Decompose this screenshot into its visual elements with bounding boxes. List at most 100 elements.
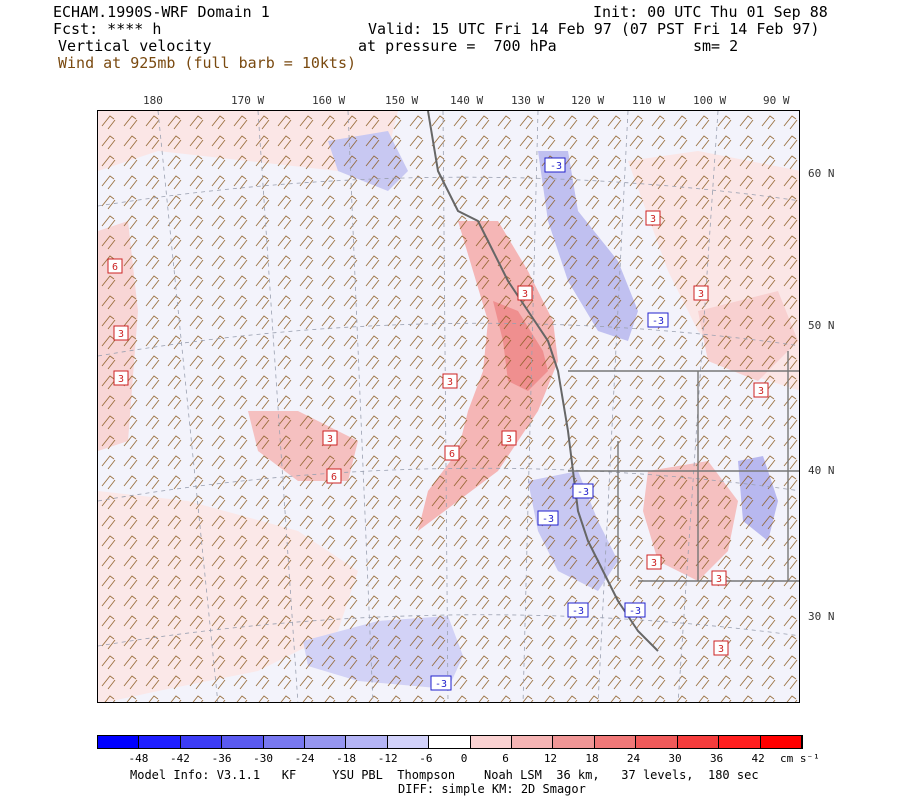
valid-time: Valid: 15 UTC Fri 14 Feb 97 (07 PST Fri … [368,20,820,38]
model-title: ECHAM.1990S-WRF Domain 1 [53,3,270,21]
lon-label: 180 [143,94,163,107]
contour-label: 3 [517,285,533,301]
colorbar-swatch [719,736,761,748]
colorbar-labels: -48 -42 -36 -30 -24 -18 -12 -6 0 6 12 18 24 30 36 42 [97,752,803,766]
lon-label: 170 W [231,94,265,107]
coastline [427,111,659,652]
svg-text:3: 3 [118,374,124,385]
svg-text:3: 3 [651,558,657,569]
lon-label: 120 W [571,94,605,107]
init-time: Init: 00 UTC Thu 01 Sep 88 [593,3,828,21]
contour-label: 3 [322,430,338,446]
colorbar-tick-label: 6 [502,752,509,765]
contour-label: 3 [753,382,769,398]
contour-label: -3 [544,157,566,173]
colorbar-units: cm s⁻¹ [780,752,820,765]
lon-label: 140 W [450,94,484,107]
svg-text:6: 6 [449,449,455,460]
lon-label: 130 W [511,94,545,107]
svg-text:3: 3 [698,289,704,300]
colorbar-tick-label: -48 [128,752,149,765]
svg-text:6: 6 [112,262,118,273]
lon-label: 100 W [693,94,727,107]
svg-text:3: 3 [650,214,656,225]
lat-label: 60 N [808,167,835,180]
lat-label: 50 N [808,319,835,332]
pressure-level: at pressure = 700 hPa [358,37,557,55]
colorbar-tick-label: 42 [751,752,765,765]
colorbar-swatch [677,736,720,748]
colorbar-tick-label: -30 [253,752,273,765]
svg-text:-3: -3 [550,161,562,172]
colorbar-swatch [636,736,678,748]
colorbar-swatch [512,736,554,748]
colorbar-swatch [222,736,264,748]
contour-label: -3 [624,602,646,618]
contour-label: -3 [572,483,594,499]
svg-text:-3: -3 [629,606,641,617]
svg-text:-3: -3 [435,679,447,690]
colorbar-swatch [594,736,637,748]
svg-text:-3: -3 [572,606,584,617]
colorbar-tick-label: 0 [460,752,468,765]
svg-text:3: 3 [758,386,764,397]
colorbar-swatch [305,736,347,748]
lon-label: 150 W [385,94,419,107]
contour-label: -3 [537,510,559,526]
contour-label: 6 [444,445,460,461]
wind-barbs [98,111,799,702]
lon-label: 90 W [763,94,790,107]
contour-label: 3 [646,554,662,570]
colorbar-tick-label: 36 [709,752,724,765]
colorbar-tick-label: -24 [294,752,315,765]
colorbar-tick-label: -42 [170,752,190,765]
state-borders [568,351,799,582]
contour-label: 3 [501,430,517,446]
svg-text:6: 6 [331,472,337,483]
contour-label: 6 [326,468,342,484]
smoothing: sm= 2 [693,37,739,55]
contour-label: 6 [107,258,123,274]
lat-label: 30 N [808,610,835,623]
colorbar-tick-label: -6 [419,752,433,765]
contour-label: 3 [113,325,129,341]
colorbar-swatch [429,736,471,748]
svg-text:3: 3 [718,644,724,655]
colorbar-tick-label: -36 [211,752,232,765]
colorbar-swatch [760,736,802,748]
contour-label: 3 [711,570,727,586]
colorbar-tick-label: 12 [543,752,558,765]
colorbar [97,735,803,749]
svg-text:3: 3 [716,574,722,585]
lon-label: 110 W [632,94,666,107]
contour-label: 3 [713,640,729,656]
lon-label: 160 W [312,94,346,107]
diff-info: DIFF: simple KM: 2D Smagor [398,782,586,796]
colorbar-tick-label: 24 [626,752,641,765]
model-info: Model Info: V3.1.1 KF YSU PBL Thompson N… [130,768,759,782]
colorbar-swatch [263,736,306,748]
contour-labels: -3 3 3 3 3 3 3 3 3 3 3 3 6 6 6 -3 -3 -3 … [107,157,769,691]
colorbar-swatch [553,736,595,748]
colorbar-tick-label: -12 [377,752,398,765]
contour-label: -3 [567,602,589,618]
forecast-hour: Fcst: **** h [53,20,162,38]
colorbar-swatch [139,736,181,748]
svg-text:-3: -3 [542,514,554,525]
map-panel[interactable]: -3 3 3 3 3 3 3 3 3 3 3 3 6 6 6 -3 -3 -3 … [97,110,800,703]
svg-text:3: 3 [522,289,528,300]
lat-label: 40 N [808,464,835,477]
contour-label: -3 [430,675,452,691]
colorbar-tick-label: -18 [336,752,357,765]
svg-text:3: 3 [506,434,512,445]
svg-text:3: 3 [118,329,124,340]
colorbar-swatch [346,736,388,748]
contour-label: 3 [693,285,709,301]
svg-text:3: 3 [447,377,453,388]
field-name: Vertical velocity [58,37,212,55]
map-canvas: -3 3 3 3 3 3 3 3 3 3 3 3 6 6 6 -3 -3 -3 … [98,111,799,702]
colorbar-tick-label: 18 [585,752,599,765]
colorbar-swatch [387,736,430,748]
contour-label: -3 [647,312,669,328]
contour-label: 3 [442,373,458,389]
